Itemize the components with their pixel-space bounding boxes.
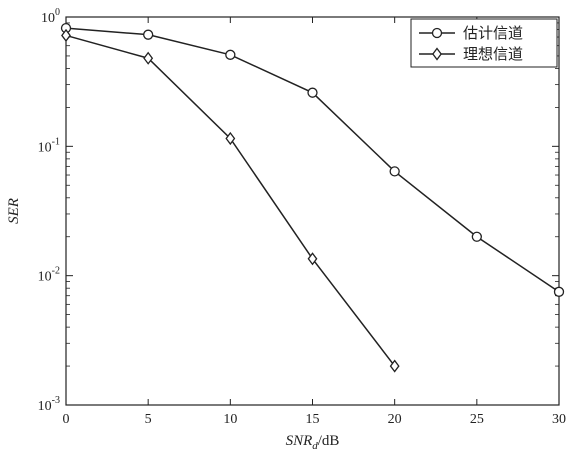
x-tick-label: 10 (223, 412, 237, 427)
data-point (471, 231, 482, 242)
y-tick-label: 10-2 (38, 266, 60, 285)
data-point (307, 87, 318, 98)
series-line-2 (65, 34, 396, 367)
x-tick-label: 5 (145, 412, 152, 427)
x-tick-label: 20 (388, 412, 402, 427)
plot-frame (65, 16, 560, 406)
data-point (389, 166, 400, 177)
legend-label: 估计信道 (463, 24, 523, 42)
x-axis-label: SNRd/dB (286, 433, 340, 452)
data-point (225, 131, 236, 146)
legend-marker (432, 47, 442, 61)
y-tick-label: 10-3 (38, 395, 60, 414)
data-point (143, 51, 154, 65)
legend-box (410, 18, 558, 68)
legend-label: 理想信道 (463, 45, 523, 63)
x-tick-label: 30 (552, 412, 566, 427)
y-axis-label: SER (6, 198, 22, 224)
y-tick-label: 10-1 (38, 136, 60, 155)
data-point (389, 359, 400, 373)
y-tick-label: 100 (41, 7, 60, 26)
data-point (307, 252, 318, 266)
data-point (61, 28, 71, 43)
x-tick-label: 25 (470, 412, 484, 427)
x-tick-label: 0 (63, 412, 70, 427)
data-point (225, 49, 236, 60)
x-tick-label: 15 (306, 412, 320, 427)
data-point (553, 286, 565, 297)
data-point (143, 29, 154, 40)
legend-marker (431, 27, 443, 39)
